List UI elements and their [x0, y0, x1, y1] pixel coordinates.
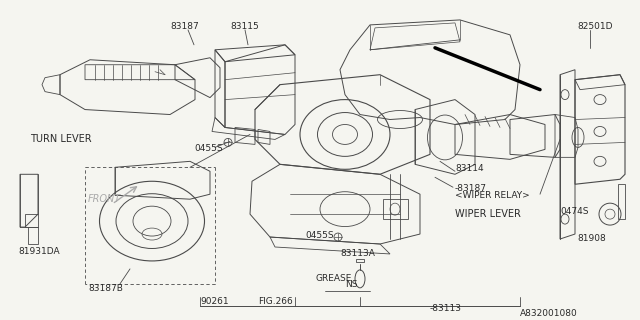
Text: GREASE: GREASE	[315, 274, 351, 283]
Text: 83113A: 83113A	[340, 249, 375, 258]
Text: FIG.266: FIG.266	[258, 297, 292, 306]
Text: 83114: 83114	[455, 164, 484, 173]
Text: A832001080: A832001080	[520, 309, 578, 318]
Text: FRONT: FRONT	[88, 194, 121, 204]
Text: 0474S: 0474S	[560, 207, 589, 216]
Text: -83113: -83113	[430, 304, 462, 313]
Text: -83187: -83187	[455, 184, 487, 193]
Text: 83187: 83187	[170, 22, 199, 31]
Text: <WIPER RELAY>: <WIPER RELAY>	[455, 191, 530, 200]
Text: 90261: 90261	[200, 297, 228, 306]
Text: 81908: 81908	[577, 234, 605, 243]
Text: NS: NS	[345, 280, 358, 289]
Text: 0455S: 0455S	[305, 231, 333, 240]
Text: TURN LEVER: TURN LEVER	[30, 134, 92, 144]
Text: 81931DA: 81931DA	[18, 247, 60, 256]
Text: 0455S: 0455S	[194, 144, 223, 153]
Text: 83187B: 83187B	[88, 284, 123, 293]
Text: 83115: 83115	[230, 22, 259, 31]
Text: WIPER LEVER: WIPER LEVER	[455, 209, 521, 219]
Text: 82501D: 82501D	[577, 22, 612, 31]
